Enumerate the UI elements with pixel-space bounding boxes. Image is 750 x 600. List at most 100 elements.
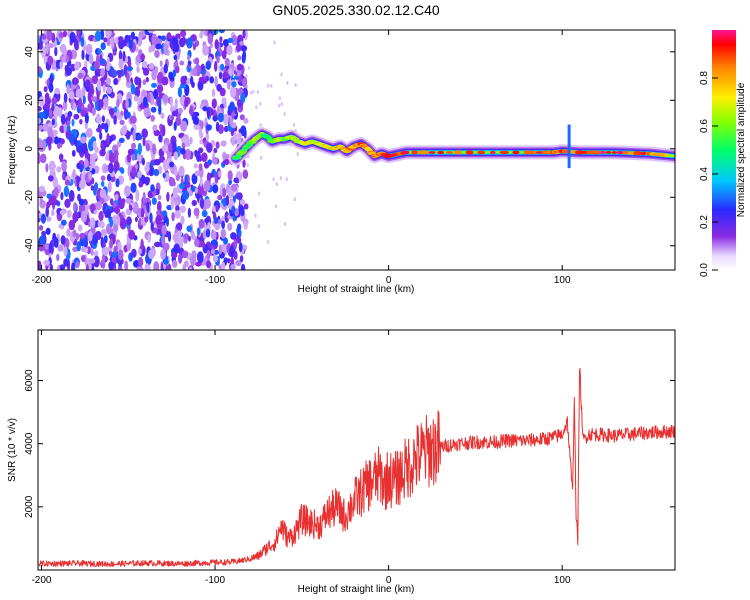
noise-cell (124, 260, 129, 270)
noise-cell (171, 212, 175, 222)
noise-cell (98, 210, 104, 222)
noise-cell (228, 68, 233, 77)
noise-cell (273, 40, 276, 45)
noise-cell (224, 211, 230, 224)
noise-cell (202, 229, 207, 239)
noise-cell (231, 136, 235, 146)
noise-cell (185, 148, 191, 161)
noise-cell (116, 69, 123, 76)
noise-cell (76, 162, 81, 169)
noise-cell (183, 238, 188, 244)
noise-cell (47, 175, 54, 182)
noise-cell (153, 124, 158, 131)
x-tick-label: -100 (205, 275, 225, 286)
noise-cell (80, 136, 87, 144)
noise-cell (202, 106, 208, 112)
noise-cell (239, 199, 246, 206)
noise-cell (144, 263, 150, 270)
noise-cell (48, 82, 54, 93)
noise-cell (233, 177, 239, 184)
noise-cell (242, 159, 246, 168)
noise-cell (45, 216, 52, 222)
noise-cell (42, 140, 47, 151)
noise-cell (145, 143, 150, 152)
noise-cell (100, 142, 105, 150)
spectrogram-noise-region (38, 30, 299, 270)
spectrogram-y-label: Frequency (Hz) (7, 116, 18, 185)
noise-cell (130, 31, 135, 40)
noise-cell (187, 60, 192, 66)
noise-cell (195, 57, 200, 66)
noise-cell (207, 33, 214, 45)
noise-cell (221, 261, 226, 270)
noise-cell (235, 259, 242, 267)
noise-cell (150, 114, 155, 122)
noise-cell (138, 181, 144, 188)
noise-cell (153, 158, 161, 166)
noise-cell (40, 213, 47, 224)
noise-cell (140, 53, 146, 61)
noise-cell (217, 219, 222, 225)
noise-cell (231, 205, 236, 214)
colorbar-gradient (712, 30, 736, 270)
y-tick-label: 20 (24, 94, 35, 106)
noise-cell (138, 217, 142, 227)
noise-cell (45, 227, 51, 235)
noise-cell (85, 263, 89, 270)
snr-y-label: SNR (10 * v/v) (7, 418, 18, 482)
noise-cell (126, 65, 133, 72)
noise-cell (48, 242, 53, 254)
noise-cell (243, 220, 248, 230)
noise-cell (155, 215, 162, 226)
noise-cell (162, 210, 168, 217)
noise-cell (138, 256, 144, 268)
noise-cell (217, 194, 223, 201)
noise-cell (78, 198, 85, 206)
noise-cell (41, 34, 47, 40)
noise-cell (259, 123, 262, 128)
noise-cell (217, 112, 224, 123)
noise-cell (68, 219, 76, 231)
noise-cell (130, 182, 137, 193)
noise-cell (210, 248, 215, 255)
noise-cell (163, 242, 170, 251)
noise-cell (124, 185, 131, 197)
noise-cell (126, 216, 132, 226)
noise-cell (237, 223, 242, 231)
noise-cell (134, 217, 138, 222)
ridge-cell (666, 154, 675, 158)
noise-cell (169, 96, 173, 107)
noise-cell (188, 266, 193, 270)
noise-cell (115, 178, 120, 188)
noise-cell (128, 229, 136, 240)
noise-cell (101, 180, 105, 187)
noise-cell (158, 165, 163, 175)
noise-cell (45, 136, 53, 145)
noise-cell (193, 65, 197, 77)
noise-cell (73, 137, 78, 147)
noise-cell (96, 91, 100, 101)
noise-cell (135, 46, 139, 53)
noise-cell (283, 222, 287, 226)
noise-cell (103, 37, 108, 43)
ridge-cell (628, 151, 635, 155)
noise-cell (214, 60, 218, 72)
noise-cell (137, 134, 143, 141)
noise-cell (174, 200, 179, 207)
noise-cell (237, 135, 242, 145)
noise-cell (151, 44, 156, 52)
noise-cell (117, 266, 123, 270)
ridge-cell (465, 150, 474, 155)
noise-cell (242, 78, 247, 87)
noise-cell (283, 112, 286, 116)
noise-cell (182, 264, 187, 270)
noise-cell (38, 139, 43, 150)
noise-cell (228, 178, 233, 186)
noise-cell (88, 258, 96, 264)
noise-cell (161, 35, 166, 42)
ridge-cell (402, 150, 410, 155)
noise-cell (177, 86, 182, 98)
y-tick-label: 40 (24, 46, 35, 58)
snr-y-ticks: 2000 4000 6000 (24, 369, 675, 518)
noise-cell (240, 125, 247, 137)
